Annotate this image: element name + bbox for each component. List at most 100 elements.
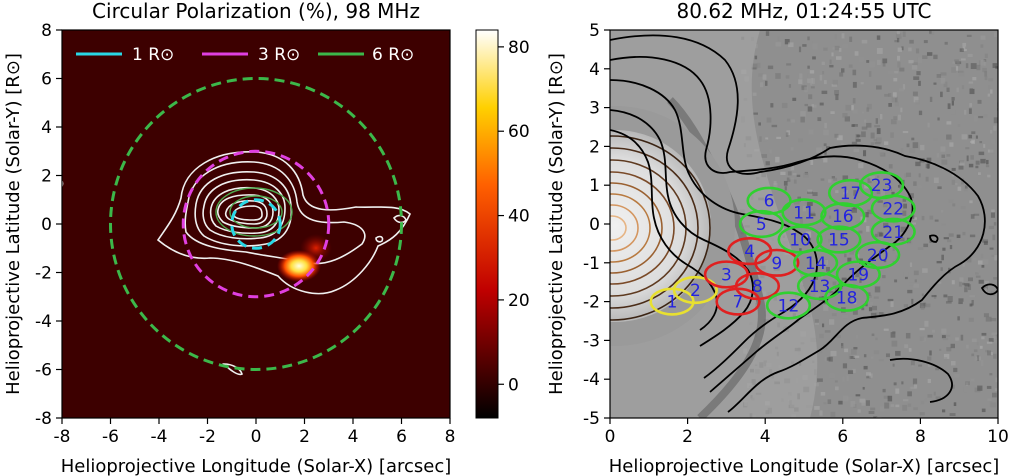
noise-speck — [821, 61, 825, 66]
region-label: 11 — [793, 203, 815, 223]
region-label: 6 — [764, 192, 775, 212]
noise-speck — [915, 48, 920, 54]
noise-speck — [855, 334, 858, 339]
noise-speck — [994, 255, 998, 261]
noise-speck — [812, 43, 818, 50]
noise-speck — [826, 266, 830, 272]
noise-speck — [836, 135, 843, 141]
y-tick-label: 1 — [589, 176, 600, 196]
noise-speck — [807, 40, 813, 45]
noise-speck — [993, 277, 998, 280]
noise-speck — [788, 84, 792, 88]
noise-speck — [975, 160, 980, 165]
region-label: 15 — [828, 231, 850, 251]
noise-speck — [964, 185, 968, 189]
noise-speck — [820, 178, 825, 181]
noise-speck — [951, 280, 955, 285]
noise-speck — [987, 174, 991, 178]
noise-speck — [828, 215, 832, 219]
noise-speck — [902, 198, 907, 202]
noise-speck — [942, 247, 946, 251]
noise-speck — [855, 138, 861, 142]
region-label: 2 — [690, 281, 701, 301]
circle-1-rsun — [230, 198, 282, 250]
noise-speck — [830, 111, 835, 115]
noise-speck — [838, 47, 842, 52]
noise-speck — [912, 91, 918, 96]
noise-speck — [947, 239, 952, 243]
noise-speck — [894, 101, 899, 107]
noise-speck — [977, 385, 983, 391]
noise-speck — [987, 85, 991, 90]
region-label: 20 — [867, 246, 889, 266]
noise-speck — [814, 275, 819, 280]
noise-speck — [987, 350, 992, 356]
noise-speck — [829, 373, 835, 379]
noise-speck — [900, 107, 903, 113]
noise-speck — [828, 238, 833, 243]
noise-speck — [926, 52, 933, 56]
region-ellipse — [827, 178, 874, 208]
noise-speck — [958, 301, 963, 305]
noise-speck — [959, 222, 963, 226]
noise-speck — [912, 62, 918, 66]
noise-speck — [940, 91, 943, 98]
noise-speck — [969, 303, 973, 307]
x-tick-label: 0 — [605, 427, 616, 447]
noise-speck — [866, 107, 870, 112]
noise-speck — [787, 171, 792, 176]
noise-speck — [897, 184, 901, 188]
noise-speck — [959, 277, 964, 282]
noise-speck — [836, 334, 841, 339]
noise-speck — [927, 356, 932, 361]
noise-speck — [817, 117, 822, 122]
region-label: 5 — [756, 215, 767, 235]
noise-speck — [790, 227, 796, 233]
colorbar-tick-label: 20 — [508, 291, 530, 311]
noise-speck — [851, 105, 854, 111]
noise-speck — [810, 159, 814, 166]
noise-speck — [785, 132, 789, 137]
noise-speck — [969, 234, 976, 238]
noise-speck — [784, 39, 790, 45]
noise-speck — [807, 189, 813, 193]
noise-speck — [834, 286, 840, 291]
noise-speck — [852, 98, 856, 104]
x-tick-label: -6 — [102, 427, 119, 447]
noise-speck — [990, 129, 993, 134]
region-ellipse — [777, 225, 823, 254]
noise-speck — [804, 201, 808, 204]
noise-speck — [943, 294, 948, 298]
noise-speck — [882, 62, 886, 67]
noise-speck — [876, 85, 882, 90]
noise-speck — [991, 254, 996, 257]
noise-speck — [852, 124, 858, 127]
noise-speck — [977, 260, 983, 265]
noise-speck — [961, 178, 964, 185]
noise-speck — [977, 99, 982, 104]
noise-speck — [904, 344, 909, 349]
noise-speck — [993, 335, 997, 339]
noise-speck — [948, 233, 954, 237]
noise-speck — [941, 159, 948, 165]
noise-speck — [866, 60, 870, 63]
noise-speck — [849, 251, 854, 255]
noise-speck — [954, 182, 958, 186]
noise-speck — [859, 277, 862, 283]
noise-speck — [994, 32, 998, 38]
colorbar: 80 60 40 20 0 — [475, 29, 530, 419]
noise-speck — [851, 348, 857, 355]
noise-speck — [861, 126, 868, 130]
noise-speck — [862, 386, 865, 390]
noise-speck — [765, 137, 769, 140]
noise-speck — [819, 410, 823, 416]
noise-speck — [966, 155, 969, 162]
noise-speck — [861, 111, 864, 114]
noise-speck — [981, 332, 987, 336]
noise-speck — [929, 239, 932, 243]
noise-speck — [853, 204, 856, 210]
region-label: 22 — [882, 199, 904, 219]
noise-speck — [969, 200, 973, 204]
noise-speck — [921, 215, 925, 221]
noise-speck — [807, 36, 810, 41]
